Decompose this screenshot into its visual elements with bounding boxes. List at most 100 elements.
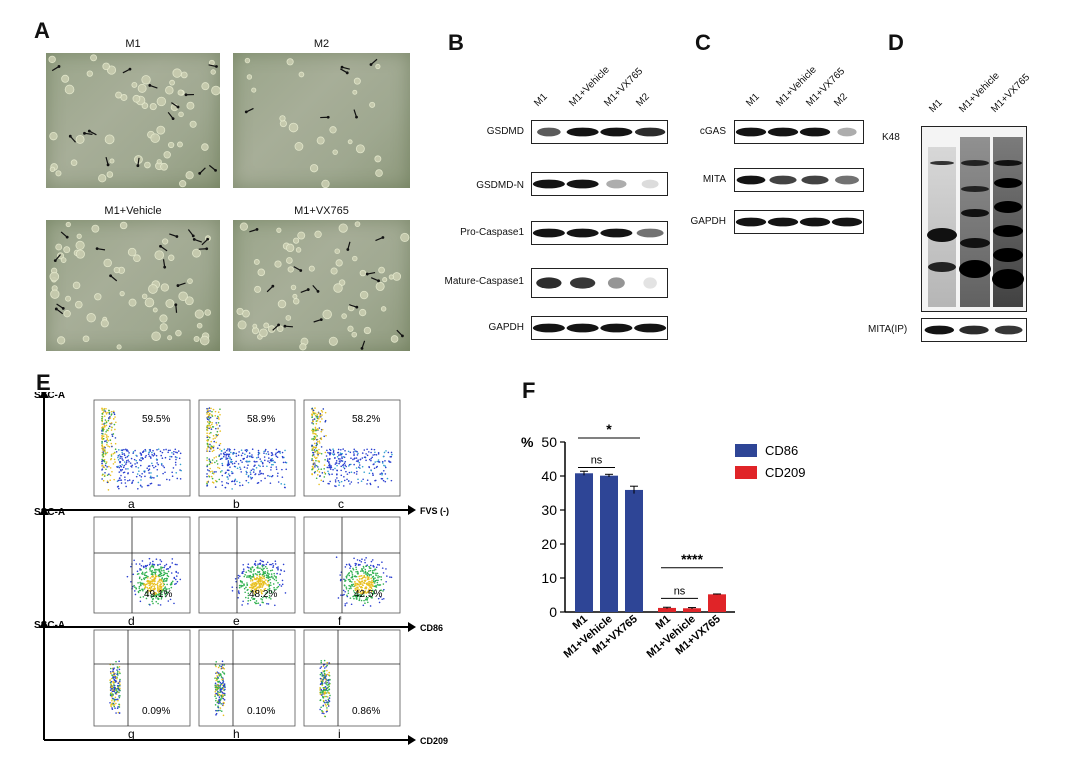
flow-event-dot — [123, 461, 126, 463]
flow-event-dot — [323, 691, 325, 693]
flow-event-dot — [353, 453, 355, 455]
flow-event-dot — [212, 408, 215, 411]
flow-event-dot — [153, 452, 156, 455]
flow-event-dot — [381, 473, 383, 476]
flow-event-dot — [339, 579, 342, 582]
flow-event-dot — [216, 424, 218, 426]
flow-event-dot — [220, 450, 223, 452]
cell — [104, 134, 115, 145]
flow-event-dot — [227, 460, 230, 462]
flow-event-dot — [256, 576, 258, 579]
flow-event-dot — [326, 703, 329, 705]
panel-letter-c: C — [695, 30, 711, 55]
flow-event-dot — [328, 685, 330, 688]
flow-event-dot — [382, 597, 385, 600]
flow-event-dot — [328, 700, 331, 703]
flow-event-dot — [269, 482, 272, 484]
flow-event-dot — [259, 458, 261, 460]
flow-event-dot — [243, 587, 246, 590]
cell — [239, 222, 249, 231]
flow-event-dot — [353, 597, 355, 600]
flow-event-dot — [142, 588, 144, 591]
flow-event-dot — [363, 471, 366, 473]
cell — [277, 299, 287, 309]
flow-event-dot — [370, 448, 373, 451]
flow-event-dot — [176, 477, 179, 480]
flow-event-dot — [263, 564, 265, 567]
flow-event-dot — [125, 461, 128, 464]
flow-event-dot — [112, 668, 114, 670]
flow-event-dot — [103, 425, 106, 428]
flow-event-dot — [375, 586, 378, 588]
flow-event-dot — [223, 453, 226, 456]
flow-event-dot — [162, 465, 164, 467]
flow-event-dot — [221, 678, 224, 680]
flow-event-dot — [314, 457, 317, 460]
flow-event-dot — [208, 458, 211, 460]
arrow-head — [377, 279, 380, 283]
flow-event-dot — [217, 702, 220, 705]
flow-event-dot — [313, 429, 316, 432]
flow-event-dot — [221, 474, 224, 477]
flow-event-dot — [149, 577, 152, 579]
flow-event-dot — [264, 448, 267, 451]
flow-event-dot — [161, 581, 164, 583]
flow-event-dot — [107, 489, 110, 491]
flow-event-dot — [133, 559, 135, 562]
flow-event-dot — [320, 661, 323, 664]
cell — [321, 179, 330, 188]
flow-event-dot — [175, 582, 177, 585]
flow-event-dot — [264, 587, 267, 590]
flow-event-dot — [263, 582, 266, 584]
flow-event-dot — [316, 469, 319, 472]
flow-event-dot — [255, 600, 258, 602]
flow-event-dot — [227, 469, 230, 472]
flow-event-dot — [149, 570, 152, 572]
flow-event-dot — [147, 484, 150, 487]
flow-event-dot — [261, 590, 264, 592]
flow-event-dot — [174, 461, 177, 464]
flow-event-dot — [117, 682, 120, 685]
flow-event-dot — [144, 450, 147, 452]
flow-event-dot — [332, 468, 334, 471]
flow-event-dot — [323, 669, 326, 672]
flow-event-dot — [217, 411, 220, 414]
blot-band — [607, 277, 625, 289]
flow-event-dot — [358, 466, 360, 469]
subpanel-letter: i — [338, 727, 341, 741]
flow-event-dot — [321, 414, 323, 416]
flow-event-dot — [110, 426, 113, 429]
flow-event-dot — [135, 475, 138, 478]
flow-event-dot — [239, 468, 242, 470]
arrow-head — [215, 65, 218, 68]
flow-event-dot — [209, 443, 211, 446]
cell — [106, 171, 114, 178]
flow-event-dot — [219, 408, 221, 411]
flow-event-dot — [265, 596, 268, 599]
flow-event-dot — [327, 701, 330, 704]
flow-event-dot — [312, 454, 315, 456]
flow-event-dot — [319, 677, 322, 680]
blot-band — [606, 179, 627, 189]
arrow-head — [106, 163, 110, 167]
arrow-head — [65, 235, 69, 239]
flow-event-dot — [268, 584, 271, 586]
subpanel-letter: h — [233, 727, 240, 741]
flow-event-dot — [358, 599, 361, 602]
flow-event-dot — [171, 475, 174, 478]
flow-event-dot — [252, 598, 254, 600]
flow-event-dot — [360, 592, 362, 595]
flow-event-dot — [275, 566, 278, 569]
cell — [160, 283, 170, 292]
flow-event-dot — [265, 582, 267, 585]
flow-event-dot — [320, 452, 323, 455]
blot-strip-mita — [734, 168, 864, 192]
flow-event-dot — [161, 578, 163, 580]
flow-event-dot — [227, 478, 229, 480]
flow-event-dot — [366, 564, 369, 566]
flow-event-dot — [372, 572, 375, 575]
flow-event-dot — [102, 452, 105, 455]
flow-event-dot — [277, 472, 279, 475]
flow-event-dot — [101, 412, 104, 415]
